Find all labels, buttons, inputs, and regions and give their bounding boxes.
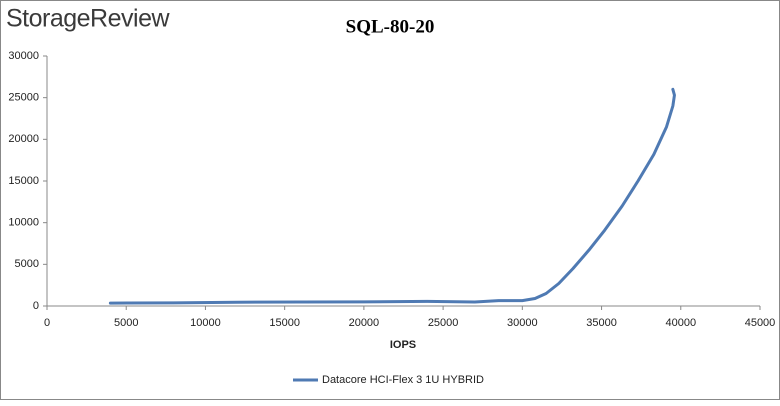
y-tick-label: 20000 xyxy=(8,133,39,145)
chart-title: SQL-80-20 xyxy=(346,16,435,37)
x-tick-label: 10000 xyxy=(190,317,221,329)
x-tick-label: 15000 xyxy=(269,317,300,329)
y-tick-label: 25000 xyxy=(8,92,39,104)
y-tick-label: 30000 xyxy=(8,50,39,62)
legend-label: Datacore HCI-Flex 3 1U HYBRID xyxy=(322,374,484,386)
x-axis-title: IOPS xyxy=(390,339,416,351)
x-tick-label: 20000 xyxy=(349,317,380,329)
x-tick-label: 5000 xyxy=(114,317,138,329)
y-tick-label: 10000 xyxy=(8,217,39,229)
logo: StorageReview xyxy=(6,5,170,33)
x-tick-label: 25000 xyxy=(428,317,459,329)
x-tick-label: 35000 xyxy=(586,317,617,329)
x-tick-label: 40000 xyxy=(665,317,696,329)
x-tick-label: 45000 xyxy=(745,317,776,329)
x-tick-label: 0 xyxy=(44,317,50,329)
y-tick-label: 0 xyxy=(33,300,39,312)
x-tick-label: 30000 xyxy=(507,317,538,329)
data-line xyxy=(108,87,676,305)
y-tick-label: 15000 xyxy=(8,175,39,187)
y-tick-label: 5000 xyxy=(15,258,39,270)
